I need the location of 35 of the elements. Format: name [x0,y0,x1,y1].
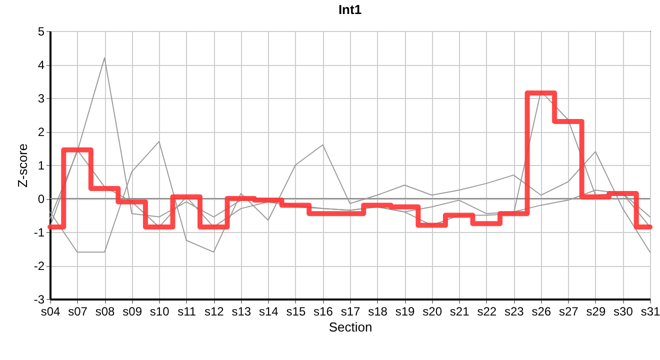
y-tick-label: 3 [38,92,45,106]
y-tick-label: -2 [34,259,45,273]
x-axis-title: Section [328,320,372,334]
y-tick-label: 0 [38,192,45,206]
y-tick-label: -3 [34,292,45,306]
x-tick-label: s20 [422,304,442,318]
x-tick-label: s27 [559,304,579,318]
x-tick-label: s31 [640,304,660,318]
x-tick-label: s21 [450,304,470,318]
x-tick-label: s29 [586,304,606,318]
x-tick-label: s12 [204,304,224,318]
x-tick-label: s23 [504,304,524,318]
x-tick-label: s16 [314,304,334,318]
x-tick-label: s30 [614,304,634,318]
y-axis-title: Z-score [14,143,30,188]
y-tick-label: 1 [38,158,45,172]
y-tick-label: 5 [38,24,45,38]
x-tick-label: s18 [368,304,388,318]
x-tick-label: s09 [122,304,142,318]
x-tick-label: s04 [40,304,60,318]
x-tick-label: s07 [68,304,88,318]
y-tick-label: -1 [34,226,45,240]
y-tick-label: 4 [38,58,45,72]
x-tick-label: s26 [532,304,552,318]
chart-title: Int1 [338,2,362,17]
x-tick-label: s19 [395,304,416,318]
x-tick-label: s15 [286,304,306,318]
x-tick-label: s13 [232,304,252,318]
x-tick-label: s10 [150,304,170,318]
x-tick-label: s17 [340,304,360,318]
x-tick-label: s14 [259,304,279,318]
x-tick-label: s11 [178,304,196,318]
y-tick-label: 2 [38,125,45,139]
x-tick-label: s22 [477,304,497,318]
x-tick-label: s08 [95,304,116,318]
